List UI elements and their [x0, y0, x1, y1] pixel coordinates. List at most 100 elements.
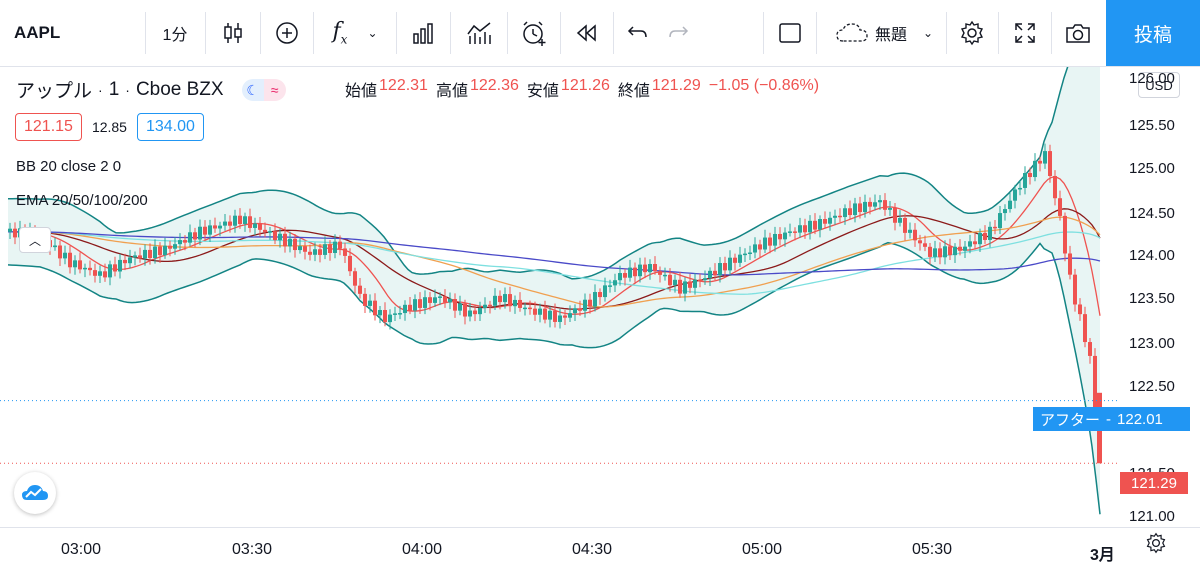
candle-body [903, 217, 907, 233]
candle-body [988, 226, 992, 240]
technicals-button[interactable] [455, 0, 503, 66]
candle-body [978, 232, 982, 245]
candle-body [638, 264, 642, 277]
candle-body [558, 315, 562, 322]
candle-body [153, 246, 157, 259]
time-axis[interactable] [0, 527, 1200, 575]
candle-body [838, 215, 842, 218]
candles-icon [224, 23, 242, 43]
bid-box[interactable]: 121.15 [15, 113, 82, 141]
price-label: 124.50 [1129, 205, 1175, 222]
candle-body [743, 253, 747, 256]
chart-pane[interactable] [0, 67, 1118, 527]
currency-badge[interactable]: USD [1138, 72, 1180, 98]
candle-body [423, 297, 427, 308]
screenshot-button[interactable] [1056, 0, 1100, 66]
candle-body [718, 263, 722, 276]
candle-body [568, 313, 572, 318]
post-button-label: 投稿 [1133, 24, 1172, 46]
candle-body [378, 310, 382, 316]
time-label: 05:30 [912, 541, 953, 558]
undo-button[interactable] [620, 0, 656, 66]
chevron-up-icon: ︿ [28, 233, 41, 248]
candle-body [1003, 209, 1007, 214]
replay-button[interactable] [565, 0, 609, 66]
candle-body [263, 229, 267, 232]
indicator-ema[interactable]: EMA 20/50/100/200 [16, 192, 148, 209]
alert-button[interactable] [512, 0, 556, 66]
candle-body [578, 308, 582, 311]
candle-body [493, 295, 497, 306]
candle-body [368, 300, 372, 306]
indicator-bb[interactable]: BB 20 close 2 0 [16, 158, 122, 175]
candle-body [1068, 253, 1072, 275]
candle-body [933, 248, 937, 257]
candle-body [698, 279, 702, 282]
candle-body [353, 271, 357, 286]
candle-body [713, 270, 717, 276]
candle-body [953, 246, 957, 256]
candle-body [113, 264, 117, 272]
candle-body [313, 249, 317, 255]
price-label: 126.00 [1129, 70, 1175, 87]
candle-body [623, 273, 627, 278]
fullscreen-button[interactable] [1003, 0, 1047, 66]
candle-body [848, 208, 852, 216]
candle-body [8, 228, 12, 232]
chart-type-button[interactable] [210, 0, 256, 66]
candle-body [688, 281, 692, 288]
axis-settings-button[interactable] [1143, 530, 1169, 556]
settings-button[interactable] [950, 0, 994, 66]
candle-body [158, 246, 162, 256]
time-label: 04:00 [402, 541, 443, 558]
candle-body [218, 225, 222, 229]
square-icon [779, 23, 801, 43]
redo-button[interactable] [660, 0, 696, 66]
ask-box[interactable]: 134.00 [136, 113, 204, 141]
candle-body [308, 251, 312, 255]
cloud-icon [836, 23, 868, 42]
candle-body [598, 292, 602, 298]
layout-save-button[interactable]: 無題 ⌄ [824, 0, 944, 66]
candle-body [403, 304, 407, 314]
last-price-value: 121.29 [1131, 474, 1177, 492]
fullscreen-layout-button[interactable] [768, 0, 812, 66]
candle-body [448, 299, 452, 303]
symbol-legend[interactable]: アップル · 1 · Cboe BZX ☾ ≈ [16, 76, 286, 103]
candle-body [1088, 342, 1092, 356]
financials-button[interactable] [401, 0, 445, 66]
collapse-legend-button[interactable]: ︿ [19, 227, 51, 253]
open-value: 122.31 [379, 77, 428, 94]
compare-button[interactable] [265, 0, 309, 66]
tradingview-logo-button[interactable] [14, 472, 56, 514]
candle-body [143, 249, 147, 259]
candle-body [193, 232, 197, 240]
low-value: 121.26 [560, 77, 610, 94]
candle-body [738, 254, 742, 263]
interval-button[interactable]: 1分 [150, 0, 200, 66]
time-label: 05:00 [742, 541, 783, 558]
candle-body [828, 217, 832, 224]
candle-body [408, 304, 412, 311]
candle-body [278, 233, 282, 241]
candle-body [248, 216, 252, 228]
price-chart[interactable] [0, 67, 1118, 527]
indicators-button[interactable]: fx ⌄ [320, 0, 390, 66]
candle-body [853, 203, 857, 216]
candle-body [1033, 160, 1037, 178]
price-label: 125.50 [1129, 117, 1175, 134]
last-price-tag: 121.29 [1120, 472, 1188, 494]
candle-body [1063, 215, 1067, 254]
price-label: 123.00 [1129, 335, 1175, 352]
candle-body [338, 241, 342, 249]
high-value: 122.36 [469, 77, 519, 94]
candle-body [253, 223, 257, 228]
candle-body [288, 238, 292, 247]
ema-line [7, 176, 1101, 316]
market-status-pill[interactable]: ☾ ≈ [241, 78, 286, 101]
ohlc-values: 始値 122.31 高値 122.36 安値 121.26 終値 121.29 … [345, 77, 825, 101]
price-label: 122.50 [1129, 378, 1175, 395]
post-button[interactable]: 投稿 [1106, 0, 1200, 66]
candle-body [413, 299, 417, 311]
symbol-search-button[interactable]: AAPL [14, 0, 134, 66]
